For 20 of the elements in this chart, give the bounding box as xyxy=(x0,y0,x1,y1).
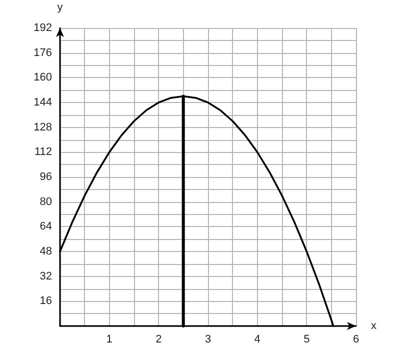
y-tick-label: 32 xyxy=(40,270,52,282)
x-tick-label: 6 xyxy=(352,334,360,346)
y-tick-label: 80 xyxy=(40,196,52,208)
y-tick-label: 64 xyxy=(40,220,52,233)
y-tick-label: 160 xyxy=(34,72,52,84)
y-tick-label: 48 xyxy=(40,246,52,258)
y-tick-label: 144 xyxy=(34,96,52,108)
y-tick-label: 176 xyxy=(34,46,52,59)
x-axis-title: x xyxy=(371,320,377,332)
x-tick-label: 2 xyxy=(156,334,162,346)
x-tick-label: 5 xyxy=(304,334,310,346)
y-tick-label: 192 xyxy=(34,22,52,34)
y-tick-label: 96 xyxy=(40,171,52,183)
x-tick-label: 4 xyxy=(254,334,260,346)
x-tick-label: 3 xyxy=(204,334,212,346)
y-axis-title: y xyxy=(57,2,64,14)
y-tick-label: 128 xyxy=(34,121,52,134)
y-tick-label: 112 xyxy=(34,146,52,158)
x-tick-label: 1 xyxy=(106,334,112,346)
y-tick-label: 16 xyxy=(40,295,52,308)
